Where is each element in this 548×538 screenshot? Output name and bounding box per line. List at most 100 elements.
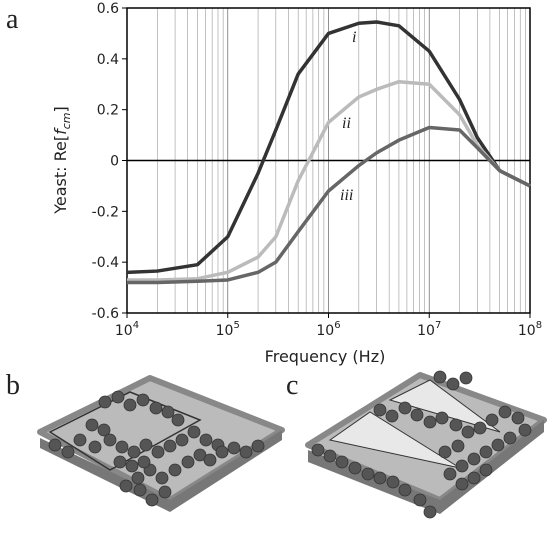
- y-tick-label: -0.2: [92, 204, 119, 220]
- bead: [398, 483, 412, 497]
- panel-label: c: [286, 370, 298, 401]
- bead: [455, 477, 469, 491]
- x-tick-exponent: 7: [435, 320, 441, 331]
- bead: [461, 425, 475, 439]
- bead: [413, 493, 427, 507]
- bead: [361, 467, 375, 481]
- curve-label: ii: [342, 115, 351, 132]
- bead: [48, 438, 62, 452]
- bead: [373, 471, 387, 485]
- y-tick-label: 0.2: [97, 103, 119, 119]
- x-tick-label: 106: [316, 320, 340, 339]
- bead: [503, 431, 517, 445]
- bead: [181, 455, 195, 469]
- y-tick-label: 0.4: [97, 52, 119, 68]
- bead: [145, 493, 159, 507]
- bead: [215, 445, 229, 459]
- electrode: [328, 411, 461, 469]
- y-axis-title-part: ]: [51, 106, 70, 112]
- panel-label: a: [6, 4, 19, 35]
- x-tick-label: 107: [417, 320, 441, 339]
- bead: [98, 395, 112, 409]
- bead: [187, 425, 201, 439]
- bead: [251, 439, 265, 453]
- curve-label: iii: [340, 187, 353, 204]
- bead: [518, 423, 532, 437]
- bead: [115, 440, 129, 454]
- x-tick-base: 10: [417, 323, 435, 339]
- x-tick-base: 10: [115, 323, 133, 339]
- x-tick-base: 10: [518, 323, 536, 339]
- y-tick-label: -0.6: [92, 306, 119, 322]
- bead: [137, 455, 151, 469]
- bead: [161, 405, 175, 419]
- bead: [158, 485, 172, 499]
- bead: [73, 433, 87, 447]
- bead: [133, 483, 147, 497]
- bead: [443, 467, 457, 481]
- bead: [498, 405, 512, 419]
- bead: [136, 393, 150, 407]
- bead: [446, 377, 460, 391]
- x-tick-exponent: 8: [536, 320, 542, 331]
- bead: [103, 433, 117, 447]
- bead: [479, 463, 493, 477]
- bead: [455, 459, 469, 473]
- x-tick-label: 104: [115, 320, 139, 339]
- plate-edge: [308, 420, 544, 514]
- bead: [97, 423, 111, 437]
- bead: [311, 443, 325, 457]
- bead: [348, 461, 362, 475]
- series-line: [127, 125, 531, 285]
- plot-frame: [126, 7, 531, 314]
- series-line: [126, 20, 531, 275]
- curve-label: i: [352, 29, 356, 46]
- bead: [85, 418, 99, 432]
- bead: [168, 463, 182, 477]
- bead: [423, 505, 437, 519]
- bead: [61, 445, 75, 459]
- x-tick-exponent: 6: [334, 320, 340, 331]
- bead: [385, 409, 399, 423]
- y-axis-title-part: Yeast: Re[: [51, 135, 70, 215]
- bead: [511, 411, 525, 425]
- bead: [239, 445, 253, 459]
- bead: [193, 448, 207, 462]
- bead: [199, 433, 213, 447]
- bead: [125, 459, 139, 473]
- y-tick-label: -0.4: [92, 255, 119, 271]
- bead: [410, 408, 424, 422]
- bead: [155, 471, 169, 485]
- bead: [119, 479, 133, 493]
- bead: [451, 439, 465, 453]
- y-tick-label: 0.6: [97, 1, 119, 17]
- bead: [373, 403, 387, 417]
- bead: [131, 471, 145, 485]
- x-tick-exponent: 5: [233, 320, 239, 331]
- bead: [151, 445, 165, 459]
- bead: [88, 440, 102, 454]
- x-tick-label: 108: [518, 320, 542, 339]
- y-axis-title-part: cm: [60, 112, 73, 129]
- y-axis-title: Yeast: Re[fcm]: [51, 106, 73, 215]
- bead: [438, 445, 452, 459]
- bead: [227, 441, 241, 455]
- bead: [467, 452, 481, 466]
- bead: [479, 445, 493, 459]
- bead: [127, 445, 141, 459]
- y-tick-label: 0: [110, 154, 119, 170]
- bead: [175, 433, 189, 447]
- x-tick-base: 10: [316, 323, 334, 339]
- bead: [113, 455, 127, 469]
- bead: [473, 421, 487, 435]
- bead: [335, 455, 349, 469]
- bead: [149, 401, 163, 415]
- bead: [163, 439, 177, 453]
- panel-label: b: [6, 370, 20, 401]
- x-tick-base: 10: [216, 323, 234, 339]
- bead: [386, 475, 400, 489]
- bead: [323, 449, 337, 463]
- bead: [491, 438, 505, 452]
- x-axis-title: Frequency (Hz): [265, 347, 386, 366]
- bead: [485, 413, 499, 427]
